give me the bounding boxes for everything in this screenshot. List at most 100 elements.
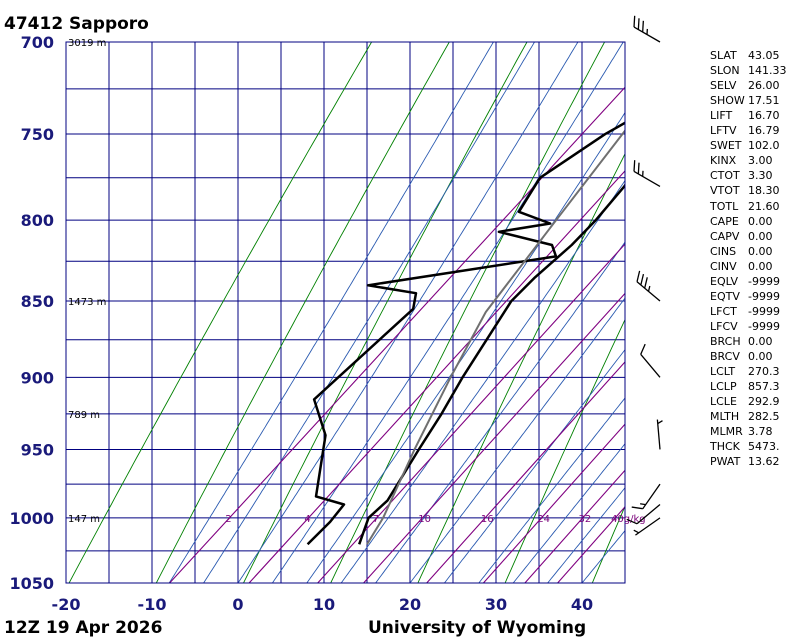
wind-barb-feather [644,277,648,289]
index-value: 26.00 [748,79,780,93]
index-row: CINV 0.00 [710,259,773,274]
index-value: 17.51 [748,94,780,108]
temperature-tick-label: 10 [313,595,335,614]
wind-barb-feather [637,162,640,174]
height-label: 1473 m [68,297,106,308]
pressure-tick-label: 850 [21,292,54,311]
temperature-tick-label: 30 [485,595,507,614]
index-name: CAPE [710,214,739,228]
pressure-tick-label: 1000 [9,509,54,528]
dry-adiabat-line [330,42,605,583]
index-name: LCLP [710,380,737,394]
index-row: LFTV 16.79 [710,123,780,138]
mixing-ratio-label: 10 [418,514,431,525]
adiabat-layer [68,42,625,583]
index-value: 270.3 [748,365,780,379]
mixing-ratio-label: 24 [537,514,550,525]
wind-barb-feather [633,15,636,28]
index-name: CINS [710,244,737,258]
wind-barb [626,503,661,525]
mixing-ratio-line [248,170,625,583]
index-row: BRCH 0.00 [710,334,773,349]
index-name: CAPV [710,229,740,243]
wind-barb-feather [626,518,638,525]
index-value: 3.30 [748,169,773,183]
observation-datetime: 12Z 19 Apr 2026 [4,618,162,638]
moist-adiabat-line [203,42,535,583]
index-row: SWET 102.0 [710,138,780,153]
wind-barb-feather [642,20,644,33]
wind-barb-half-feather [647,285,651,292]
index-name: THCK [710,440,740,454]
index-name: CTOT [710,169,740,183]
index-value: 21.60 [748,199,780,213]
index-row: LCLP 857.3 [710,379,780,394]
wind-barb-half-feather [642,170,644,177]
wind-barb-half-feather [657,420,663,425]
pressure-tick-label: 700 [21,33,54,52]
moist-adiabat-line [512,443,625,583]
index-value: 3.00 [748,154,773,168]
moist-adiabat-line [340,179,625,583]
index-name: SHOW [710,94,745,108]
mixing-ratio-line [426,361,625,583]
moist-adiabat-line [547,487,625,583]
wind-barb [633,517,661,536]
height-label: 3019 m [68,38,106,49]
index-row: LCLE 292.9 [710,394,780,409]
wind-barb-half-feather [633,529,640,534]
height-label: 147 m [68,514,100,525]
index-name: BRCV [710,350,740,363]
mixing-ratio-label: 7 [373,514,379,525]
pressure-tick-label: 800 [21,211,54,230]
wind-barb-column [626,15,663,536]
dry-adiabat-line [68,42,372,583]
index-value: 43.05 [748,49,780,62]
index-name: TOTL [710,199,739,213]
index-name: MLMR [710,425,743,439]
temperature-tick-label: 40 [571,595,593,614]
mixing-ratio-line [482,423,625,583]
index-value: 141.33 [748,64,787,78]
mixing-ratio-label: 4 [304,514,310,525]
index-value: 0.00 [748,334,773,348]
index-row: LFCV -9999 [710,319,780,334]
wind-barb [640,343,661,378]
mixing-ratio-line [317,243,625,583]
parcel-profile-line [366,129,625,545]
wind-barb [631,483,661,510]
index-value: 16.70 [748,109,780,123]
index-name: SLAT [710,49,737,62]
index-value: 0.00 [748,350,773,363]
wind-barb-half-feather [646,28,648,35]
dry-adiabat-line [417,152,625,583]
index-row: CINS 0.00 [710,244,773,259]
index-row: EQTV -9999 [710,289,780,304]
dry-adiabat-line [243,42,528,583]
index-value: 0.00 [748,214,773,228]
temperature-profile-line [358,183,625,545]
plot-frame [65,41,626,584]
index-value: -9999 [748,289,780,303]
mixing-ratio-label: 16 [481,514,494,525]
source-credit: University of Wyoming [368,618,586,638]
mixing-ratio-line [524,469,625,583]
index-value: -9999 [748,274,780,288]
wind-barb [633,15,661,43]
index-row: MLTH 282.5 [710,409,780,424]
wind-barb-staff [635,517,661,536]
temperature-tick-label: 0 [232,595,243,614]
index-value: 16.79 [748,124,780,138]
index-name: LFTV [710,124,737,138]
moist-adiabat-line [444,348,625,583]
index-name: LCLE [710,395,737,409]
index-row: CTOT 3.30 [710,168,773,183]
pressure-tick-label: 950 [21,440,54,459]
dry-adiabat-line [155,42,450,583]
moist-adiabat-line [168,42,494,583]
pressure-tick-label: 750 [21,125,54,144]
index-value: 0.00 [748,244,773,258]
index-row: LIFT 16.70 [710,108,780,123]
index-name: SWET [710,139,742,153]
